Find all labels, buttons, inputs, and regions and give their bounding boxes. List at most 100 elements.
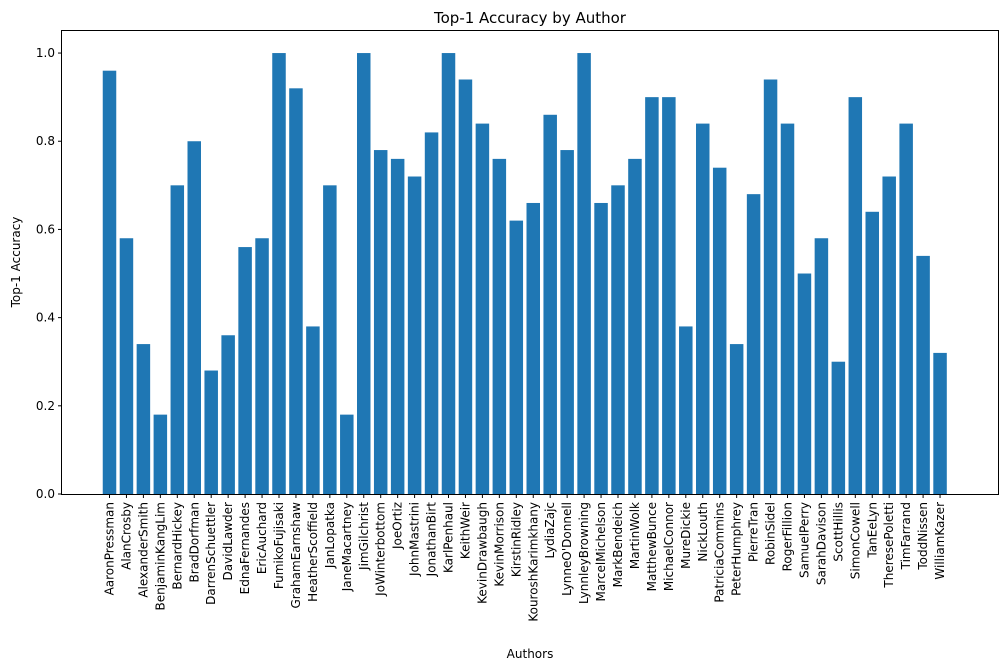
bar-40	[780, 123, 795, 494]
bar-1	[119, 238, 134, 494]
bar-49	[933, 352, 947, 494]
bar-37	[729, 344, 744, 494]
x-tick-label-11: GrahamEarnshaw	[289, 502, 303, 609]
x-tick-label-3: BenjaminKangLim	[153, 502, 167, 610]
x-tick-label-17: JoeOrtiz	[391, 502, 405, 550]
x-tick-label-43: ScottHillis	[831, 502, 845, 562]
bar-6	[204, 370, 218, 494]
bar-5	[187, 141, 201, 495]
x-tick-label-23: KevinMorrison	[492, 502, 506, 587]
bar-31	[628, 158, 642, 494]
x-tick-label-31: MartinWolk	[628, 502, 642, 569]
bar-19	[424, 132, 439, 495]
bar-45	[865, 211, 879, 495]
x-tick-label-36: PatriciaCommins	[713, 502, 727, 603]
bar-42	[814, 238, 829, 494]
bar-41	[797, 273, 812, 494]
bar-25	[526, 202, 540, 494]
chart-title: Top-1 Accuracy by Author	[433, 9, 627, 27]
x-tick-label-15: JimGilchrist	[357, 502, 371, 571]
y-tick-label-4: 0.8	[36, 134, 55, 148]
x-tick-label-29: MarcelMichelson	[594, 502, 608, 602]
plot-frame	[61, 30, 999, 495]
bar-18	[407, 176, 422, 494]
bar-8	[238, 247, 252, 494]
bar-28	[577, 53, 591, 495]
bar-30	[611, 185, 625, 494]
bar-20	[441, 53, 456, 495]
bar-33	[662, 97, 676, 494]
x-tick-label-34: MureDickie	[679, 502, 693, 569]
bar-21	[458, 79, 473, 494]
x-tick-label-13: JanLopatka	[323, 502, 337, 569]
y-tick-label-1: 0.2	[36, 399, 55, 413]
x-axis: AaronPressman AlanCrosby AlexanderSmith Ben…	[103, 494, 947, 622]
x-tick-label-7: DavidLawder	[221, 502, 235, 581]
x-tick-label-26: LydiaZajc	[543, 502, 557, 559]
bar-22	[475, 123, 490, 494]
bar-23	[492, 158, 507, 494]
bar-16	[373, 150, 388, 494]
bars-group	[102, 53, 947, 495]
x-tick-label-35: NickLouth	[696, 502, 710, 562]
x-tick-label-42: SarahDavison	[814, 502, 828, 585]
bar-14	[340, 414, 354, 494]
x-tick-label-9: EricAuchard	[255, 502, 269, 574]
x-tick-label-18: JohnMastrini	[408, 502, 422, 577]
bar-2	[136, 344, 151, 494]
x-tick-label-49: WilliamKazer	[933, 502, 947, 580]
bar-32	[645, 97, 659, 494]
bar-9	[255, 238, 269, 494]
x-tick-label-39: RobinSidel	[764, 502, 778, 565]
x-tick-label-5: BradDorfman	[187, 502, 201, 583]
bar-47	[899, 123, 913, 494]
x-tick-label-25: KouroshKarimkhany	[526, 502, 540, 622]
x-tick-label-2: AlexanderSmith	[136, 502, 150, 598]
x-tick-label-47: TimFarrand	[899, 502, 913, 570]
x-tick-label-48: ToddNissen	[916, 502, 930, 571]
bar-46	[882, 176, 896, 494]
x-tick-label-12: HeatherScoffield	[306, 502, 320, 602]
x-tick-label-10: FumikoFujisaki	[272, 502, 286, 589]
x-tick-label-1: AlanCrosby	[119, 502, 133, 570]
x-tick-label-37: PeterHumphrey	[730, 502, 744, 596]
bar-44	[848, 97, 863, 494]
x-tick-label-38: PierreTran	[747, 502, 761, 562]
x-tick-label-4: BernardHickey	[170, 502, 184, 590]
bar-15	[357, 53, 371, 495]
bar-12	[306, 326, 320, 494]
x-tick-label-19: JonathanBirt	[425, 502, 439, 578]
x-tick-label-20: KarlPenhaul	[442, 502, 456, 573]
bar-35	[696, 123, 710, 494]
bar-0	[102, 70, 117, 494]
x-axis-label: Authors	[507, 647, 554, 661]
x-tick-label-24: KirstinRidley	[509, 502, 523, 577]
x-tick-label-40: RogerFillion	[781, 502, 795, 571]
y-axis: 0.0 0.2 0.4 0.6 0.8 1.0	[36, 46, 62, 501]
bar-24	[509, 220, 524, 495]
x-tick-label-46: TheresePoletti	[882, 502, 896, 589]
y-tick-label-2: 0.4	[36, 311, 55, 325]
bar-17	[390, 158, 405, 494]
y-tick-label-3: 0.6	[36, 222, 55, 236]
x-tick-label-45: TanEeLyn	[865, 502, 879, 559]
bar-26	[543, 114, 557, 494]
bar-39	[763, 79, 778, 494]
y-axis-label: Top-1 Accuracy	[9, 217, 23, 309]
x-tick-label-22: KevinDrawbaugh	[475, 502, 489, 604]
bar-34	[679, 326, 693, 494]
x-tick-label-16: JoWinterbottom	[374, 502, 388, 597]
x-tick-label-28: LynnleyBrowning	[577, 502, 591, 604]
x-tick-label-14: JaneMacartney	[340, 502, 354, 592]
x-tick-label-41: SamuelPerry	[797, 502, 811, 578]
x-tick-label-21: KeithWeir	[458, 502, 472, 559]
bar-7	[221, 335, 235, 494]
bar-36	[712, 167, 727, 494]
y-tick-label-5: 1.0	[36, 46, 55, 60]
bar-27	[560, 150, 574, 494]
x-tick-label-30: MarkBendeich	[611, 502, 625, 587]
x-tick-label-33: MichaelConnor	[662, 502, 676, 591]
x-tick-label-32: MatthewBunce	[645, 502, 659, 591]
x-tick-label-8: EdnaFernandes	[238, 502, 252, 594]
